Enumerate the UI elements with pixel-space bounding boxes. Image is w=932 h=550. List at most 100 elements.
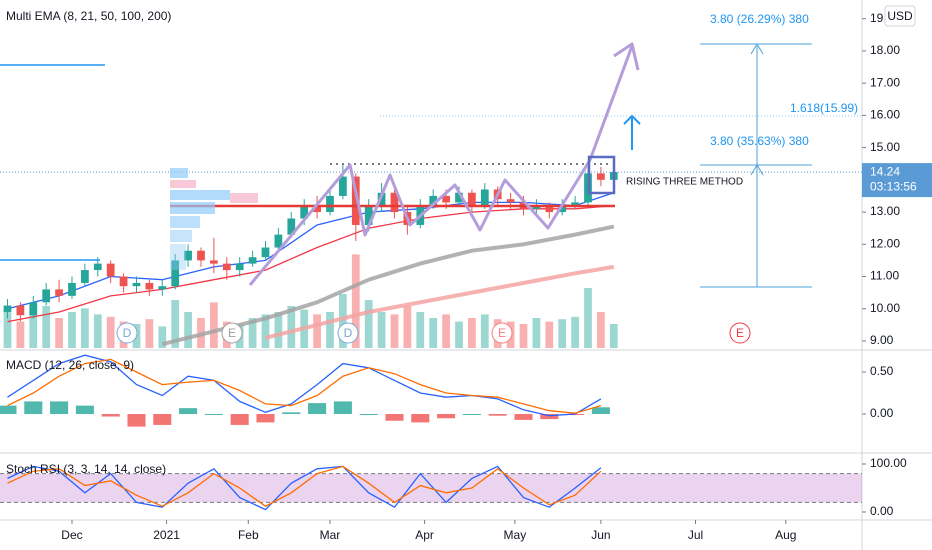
volume-bar bbox=[184, 312, 192, 348]
vp-bar bbox=[170, 202, 215, 214]
histogram-bar bbox=[411, 414, 430, 423]
x-tick-label: Feb bbox=[238, 528, 259, 542]
candle-body bbox=[506, 199, 515, 203]
ema-line bbox=[265, 264, 615, 340]
volume-bar bbox=[158, 326, 167, 348]
volume-bar bbox=[210, 302, 218, 348]
volume-bar bbox=[106, 316, 115, 348]
candle-body bbox=[210, 260, 218, 264]
plot: Dec 2021 Feb Mar Apr May Jun Jul Aug bbox=[0, 163, 862, 542]
candle-body bbox=[3, 305, 12, 312]
vp-bar bbox=[170, 230, 192, 242]
volume-bar bbox=[287, 306, 296, 348]
histogram-bar bbox=[308, 403, 327, 415]
y-tick-label: 0.00 bbox=[870, 504, 894, 518]
candle-body bbox=[377, 192, 386, 206]
candle-body bbox=[197, 250, 205, 261]
y-tick-label: 16.00 bbox=[870, 108, 900, 122]
volume-bar bbox=[145, 319, 154, 348]
volume-bar bbox=[42, 306, 51, 348]
candle-body bbox=[287, 218, 296, 235]
histogram-bar bbox=[591, 407, 610, 415]
candle-body bbox=[545, 205, 554, 213]
candle-body bbox=[326, 195, 334, 213]
histogram-bar bbox=[359, 414, 378, 416]
candle-body bbox=[81, 270, 89, 283]
vp-bar bbox=[170, 168, 188, 178]
histogram-bar bbox=[256, 414, 275, 423]
macd-line bbox=[7, 354, 602, 417]
chart-title: Stoch RSI (3, 3, 14, 14, close) bbox=[6, 462, 166, 476]
candle-body bbox=[132, 282, 141, 287]
histogram-bar bbox=[437, 414, 456, 419]
y-tick-label: 18.00 bbox=[870, 43, 900, 57]
volume-bar bbox=[326, 312, 334, 348]
target-arrow bbox=[623, 114, 641, 150]
x-tick-label: Apr bbox=[415, 528, 434, 542]
histogram-bar bbox=[75, 405, 94, 415]
candle-body bbox=[468, 192, 476, 206]
event-marker[interactable] bbox=[491, 322, 513, 344]
y-tick-label: 12.00 bbox=[870, 236, 900, 250]
histogram-bar bbox=[101, 414, 120, 417]
measure-arrow bbox=[750, 43, 764, 287]
event-label: E bbox=[228, 326, 236, 340]
volume-bar bbox=[584, 288, 592, 348]
histogram-bar bbox=[153, 414, 172, 425]
y-tick-label: 9.00 bbox=[870, 333, 894, 347]
histogram-bar bbox=[0, 405, 17, 415]
x-tick-label: Jul bbox=[688, 528, 703, 542]
event-marker[interactable] bbox=[221, 322, 243, 344]
y-tick-label: 15.00 bbox=[870, 140, 900, 154]
event-marker[interactable] bbox=[337, 322, 359, 344]
candle-body bbox=[455, 192, 463, 203]
currency-button[interactable] bbox=[884, 5, 916, 27]
volume-bar bbox=[313, 314, 321, 348]
x-tick-label: 2021 bbox=[153, 528, 180, 542]
volume-bar bbox=[274, 312, 283, 348]
pattern-box bbox=[587, 155, 616, 195]
candle-body bbox=[68, 282, 76, 296]
volume-bar bbox=[248, 318, 257, 348]
event-marker[interactable] bbox=[116, 322, 138, 344]
x-tick-label: Jun bbox=[591, 528, 610, 542]
volume-bar bbox=[364, 300, 373, 348]
volume-bar bbox=[29, 314, 38, 348]
volume-bar bbox=[442, 314, 450, 348]
volume-bar bbox=[403, 306, 412, 348]
volume-bar bbox=[55, 318, 63, 348]
histogram-bar bbox=[204, 414, 223, 416]
candle-body bbox=[171, 260, 180, 287]
volume-bar bbox=[480, 314, 489, 348]
candle-body bbox=[235, 263, 244, 271]
event-marker[interactable] bbox=[729, 322, 751, 344]
x-tick-label: Dec bbox=[61, 528, 82, 542]
volume-bar bbox=[339, 294, 347, 348]
candle-body bbox=[16, 305, 25, 316]
y-tick-label: 10.00 bbox=[870, 301, 900, 315]
volume-bar bbox=[351, 254, 360, 348]
candle-body bbox=[29, 302, 38, 316]
y-tick-label: 0.00 bbox=[870, 406, 894, 420]
measure-label: 3.80 (35.63%) 380 bbox=[710, 134, 809, 148]
candle-body bbox=[364, 205, 373, 225]
candle-body bbox=[274, 234, 283, 248]
volume-bar bbox=[468, 318, 476, 348]
candle-body bbox=[597, 173, 605, 180]
volume-bar bbox=[545, 321, 554, 348]
stoch-line bbox=[7, 465, 602, 507]
volume-bar bbox=[571, 316, 579, 348]
candle-body bbox=[351, 176, 360, 225]
fib-label: 1.618(15.99) bbox=[790, 101, 858, 115]
event-label: E bbox=[498, 326, 506, 340]
candle-body bbox=[480, 189, 489, 206]
volume-bar bbox=[429, 318, 438, 348]
vp-bar bbox=[170, 244, 186, 270]
ema-line bbox=[161, 224, 615, 347]
volume-bar bbox=[390, 314, 399, 348]
histogram-bar bbox=[127, 414, 146, 427]
vp-bar bbox=[170, 216, 200, 228]
chart-title: Multi EMA (8, 21, 50, 100, 200) bbox=[6, 9, 171, 23]
